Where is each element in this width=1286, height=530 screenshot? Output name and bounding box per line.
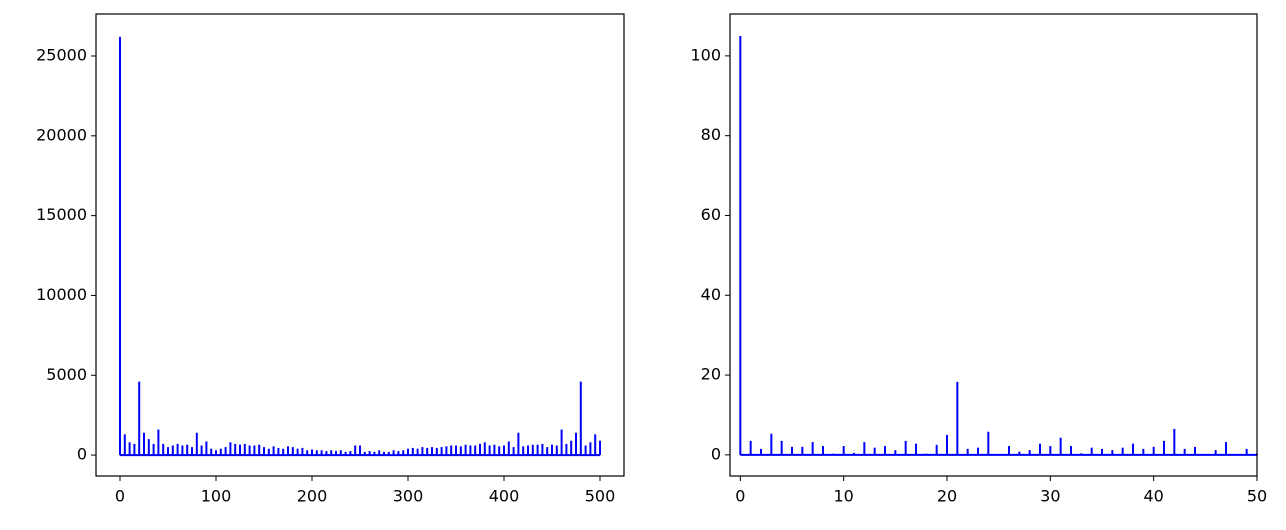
x-tick-label: 0 [115,487,125,506]
y-tick-label: 25000 [36,45,87,64]
x-tick-label: 30 [1040,487,1060,506]
y-tick-label: 100 [690,45,721,64]
x-tick-label: 50 [1247,487,1267,506]
x-tick-label: 100 [201,487,232,506]
x-tick-label: 20 [937,487,957,506]
plot-frame [729,13,1258,477]
x-tick-label: 200 [297,487,328,506]
x-tick-label: 500 [585,487,616,506]
plot-frame [95,13,625,477]
y-tick-label: 5000 [46,365,87,384]
x-tick-label: 10 [833,487,853,506]
y-tick-label: 20000 [36,125,87,144]
y-tick-label: 40 [701,285,721,304]
x-tick-label: 400 [489,487,520,506]
x-tick-label: 300 [393,487,424,506]
y-tick-label: 15000 [36,205,87,224]
y-tick-label: 0 [711,444,721,463]
y-tick-label: 60 [701,205,721,224]
y-tick-label: 20 [701,365,721,384]
y-tick-label: 0 [77,445,87,464]
y-tick-label: 10000 [36,285,87,304]
x-tick-label: 40 [1143,487,1163,506]
y-tick-label: 80 [701,125,721,144]
x-tick-label: 0 [735,487,745,506]
